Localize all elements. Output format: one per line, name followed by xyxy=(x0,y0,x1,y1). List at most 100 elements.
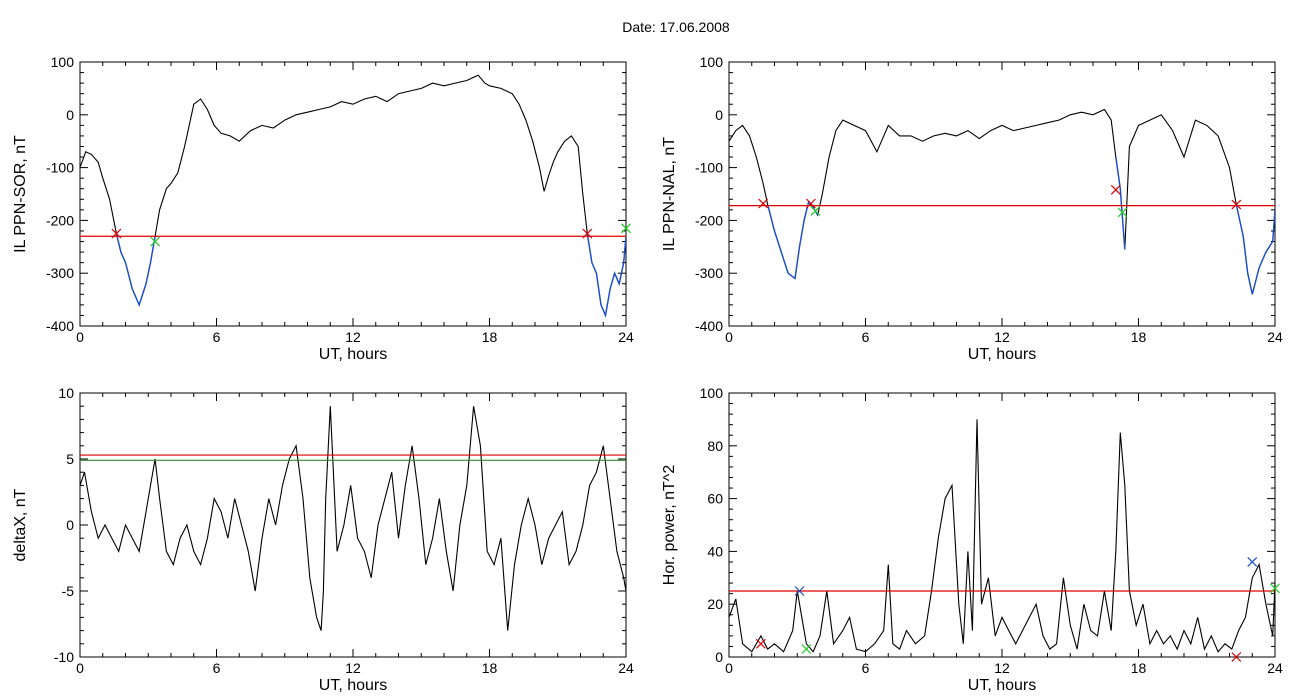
event-marker-blue xyxy=(794,586,805,596)
marker-stroke xyxy=(582,228,593,239)
event-marker-green xyxy=(1270,583,1280,594)
marker-stroke xyxy=(1110,184,1121,195)
x-tick-label: 12 xyxy=(994,329,1010,345)
event-marker-blue xyxy=(1247,557,1258,567)
y-tick-label: 0 xyxy=(66,517,74,533)
x-axis-title: UT, hours xyxy=(319,346,387,363)
plot-frame xyxy=(728,61,1276,327)
x-tick-label: 0 xyxy=(76,329,84,345)
x-tick-label: 18 xyxy=(1131,329,1147,345)
y-tick-label: 0 xyxy=(66,107,74,123)
y-tick-label: -200 xyxy=(695,212,723,228)
x-tick-label: 6 xyxy=(213,660,221,676)
event-marker-green xyxy=(801,644,812,655)
marker-stroke xyxy=(801,644,812,655)
data-series-line xyxy=(729,419,1275,653)
y-axis-title: deltaX, nT xyxy=(12,488,29,561)
y-tick-label: 20 xyxy=(707,596,723,612)
y-tick-label: 100 xyxy=(51,54,75,70)
event-marker-green xyxy=(150,236,160,247)
plot-frame xyxy=(79,61,627,327)
x-tick-label: 24 xyxy=(618,329,634,345)
x-tick-label: 0 xyxy=(725,660,733,676)
marker-stroke xyxy=(794,586,805,596)
y-tick-label: 100 xyxy=(700,385,724,401)
y-axis-title: IL PPN-SOR, nT xyxy=(12,135,29,253)
date-title: Date: 17.06.2008 xyxy=(622,19,730,35)
x-tick-label: 24 xyxy=(1267,660,1283,676)
marker-stroke xyxy=(755,638,766,649)
marker-stroke xyxy=(1117,207,1128,218)
data-series-line xyxy=(80,74,626,318)
plot-area xyxy=(729,108,1275,295)
y-tick-label: 60 xyxy=(707,491,723,507)
highlighted-segment xyxy=(115,233,156,307)
highlighted-segment xyxy=(1115,156,1126,250)
y-tick-label: -200 xyxy=(46,212,74,228)
data-series-line xyxy=(729,108,1275,295)
event-marker-red xyxy=(1110,184,1121,195)
y-tick-label: 0 xyxy=(715,107,723,123)
y-tick-label: 40 xyxy=(707,543,723,559)
event-marker-red xyxy=(582,228,593,239)
marker-stroke xyxy=(621,223,631,234)
highlighted-segment xyxy=(1235,204,1275,295)
event-marker-green xyxy=(621,223,631,234)
x-tick-label: 0 xyxy=(76,660,84,676)
event-marker-red xyxy=(758,198,769,209)
chart-panel-3: 0 6 12 18 24 -10 -5 0 5 10 UT, hours deltaX, nT xyxy=(12,385,634,694)
highlighted-segment xyxy=(586,233,626,318)
y-axis-title: Hor. power, nT^2 xyxy=(661,465,678,586)
y-tick-label: -400 xyxy=(46,318,74,334)
event-marker-red xyxy=(1231,199,1242,210)
x-tick-label: 12 xyxy=(345,329,361,345)
marker-stroke xyxy=(111,228,122,239)
marker-stroke xyxy=(758,198,769,209)
marker-stroke xyxy=(1270,583,1280,594)
x-axis-title: UT, hours xyxy=(968,677,1036,694)
x-tick-label: 18 xyxy=(482,660,498,676)
y-tick-label: 80 xyxy=(707,438,723,454)
event-marker-red xyxy=(805,198,816,209)
y-axis-title: IL PPN-NAL, nT xyxy=(661,137,678,251)
event-marker-red xyxy=(111,228,122,239)
event-marker-red xyxy=(1231,652,1242,662)
y-tick-label: 5 xyxy=(66,451,74,467)
marker-stroke xyxy=(1247,557,1258,567)
marker-stroke xyxy=(810,205,821,216)
x-tick-label: 12 xyxy=(345,660,361,676)
x-tick-label: 18 xyxy=(1131,660,1147,676)
y-tick-label: -5 xyxy=(62,583,75,599)
y-tick-label: 100 xyxy=(700,54,724,70)
event-marker-red xyxy=(755,638,766,649)
highlighted-segment xyxy=(767,200,819,280)
x-tick-label: 6 xyxy=(862,329,870,345)
x-tick-label: 0 xyxy=(725,329,733,345)
marker-stroke xyxy=(805,198,816,209)
plot-frame xyxy=(79,392,627,658)
x-tick-label: 24 xyxy=(1267,329,1283,345)
x-axis-title: UT, hours xyxy=(319,677,387,694)
chart-panel-1: 0 6 12 18 24 -400 -300 -200 -100 0 100 UT, hours IL … xyxy=(12,54,634,363)
x-tick-label: 6 xyxy=(862,660,870,676)
y-tick-label: -300 xyxy=(46,265,74,281)
plot-area xyxy=(80,74,626,318)
marker-stroke xyxy=(150,236,160,247)
y-tick-label: -100 xyxy=(695,160,723,176)
chart-panel-4: 0 6 12 18 24 0 20 40 60 80 100 UT, hours Hor. power,… xyxy=(661,385,1283,694)
plot-area xyxy=(80,406,626,631)
plot-area xyxy=(729,419,1275,653)
marker-stroke xyxy=(1231,652,1242,662)
y-tick-label: 10 xyxy=(58,385,74,401)
chart-panel-2: 0 6 12 18 24 -400 -300 -200 -100 0 100 UT, hours IL … xyxy=(661,54,1283,363)
y-tick-label: -300 xyxy=(695,265,723,281)
x-axis-title: UT, hours xyxy=(968,346,1036,363)
event-marker-green xyxy=(1117,207,1128,218)
data-series-line xyxy=(80,406,626,631)
event-marker-green xyxy=(810,205,821,216)
y-tick-label: 0 xyxy=(715,649,723,665)
x-tick-label: 12 xyxy=(994,660,1010,676)
x-tick-label: 18 xyxy=(482,329,498,345)
